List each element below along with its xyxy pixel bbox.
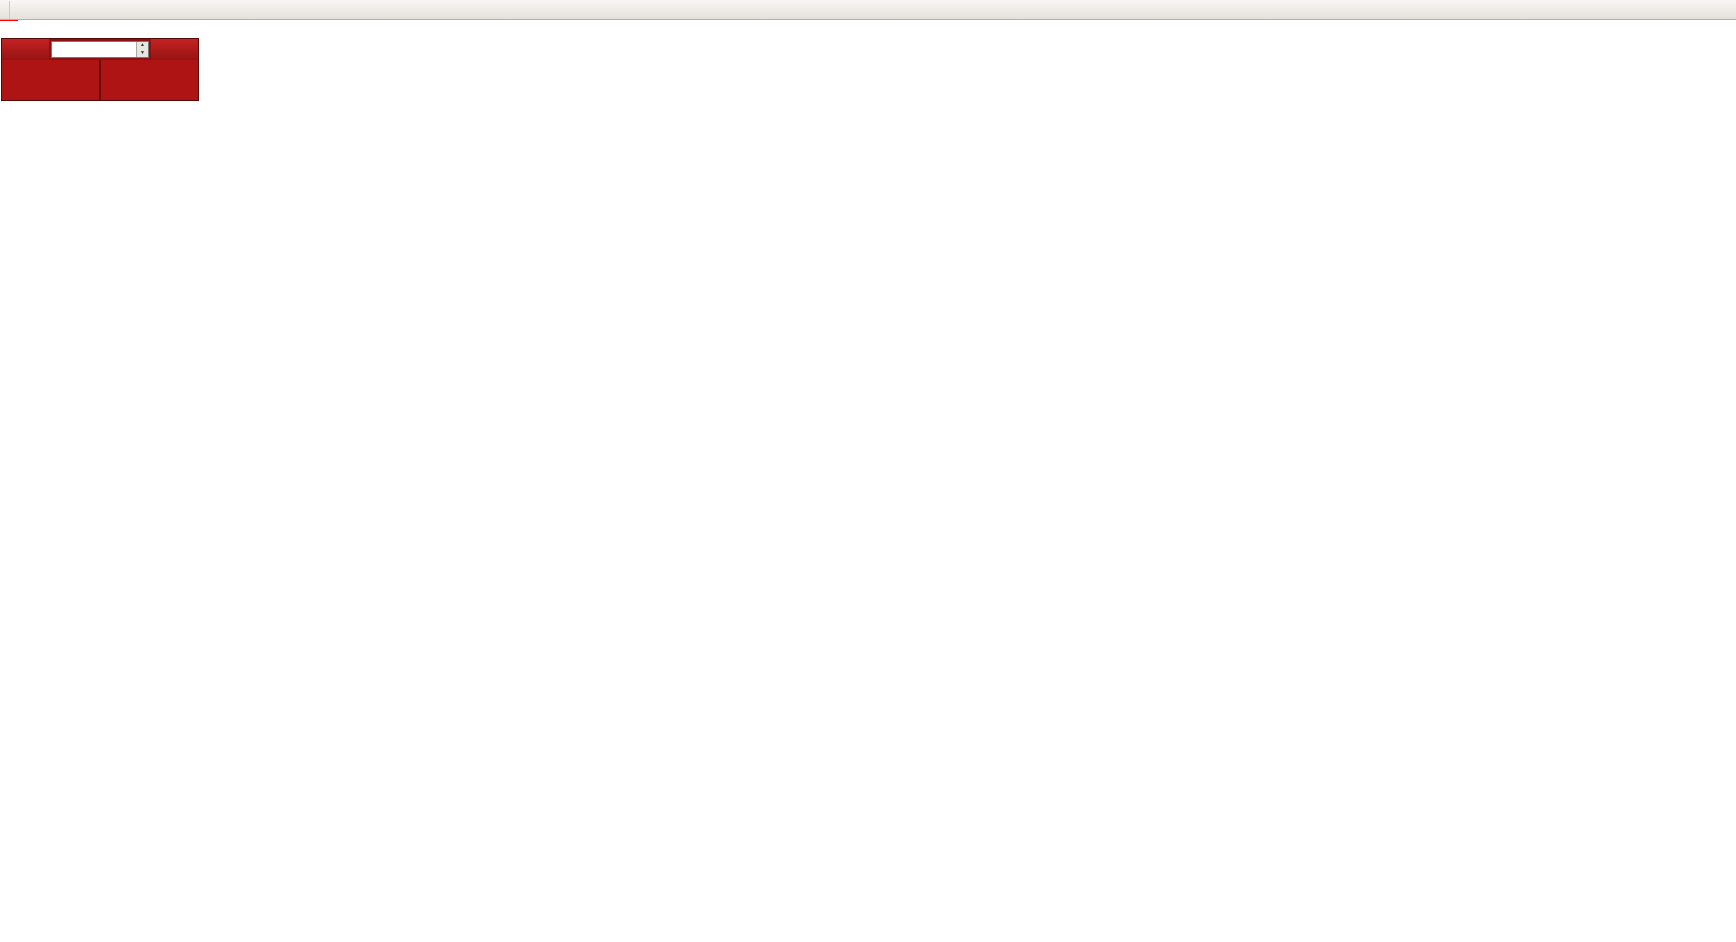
sell-price[interactable] [2, 60, 99, 100]
volume-box: ▲ ▼ [51, 41, 149, 58]
timeframe-toolbar [3, 0, 10, 19]
volume-up-button[interactable]: ▲ [137, 42, 148, 50]
buy-button[interactable] [151, 39, 198, 60]
toolbar [0, 0, 1736, 20]
sell-button[interactable] [2, 39, 49, 60]
chart-title [6, 24, 10, 36]
price-divider [99, 60, 101, 100]
rsi-label [5, 681, 10, 692]
trade-controls-row: ▲ ▼ [2, 39, 198, 60]
buy-price[interactable] [101, 60, 198, 100]
volume-spinner: ▲ ▼ [136, 42, 148, 57]
macd-label [5, 528, 15, 539]
trade-prices-row [2, 60, 198, 100]
one-click-trading-panel: ▲ ▼ [1, 38, 199, 101]
volume-down-button[interactable]: ▼ [137, 49, 148, 57]
